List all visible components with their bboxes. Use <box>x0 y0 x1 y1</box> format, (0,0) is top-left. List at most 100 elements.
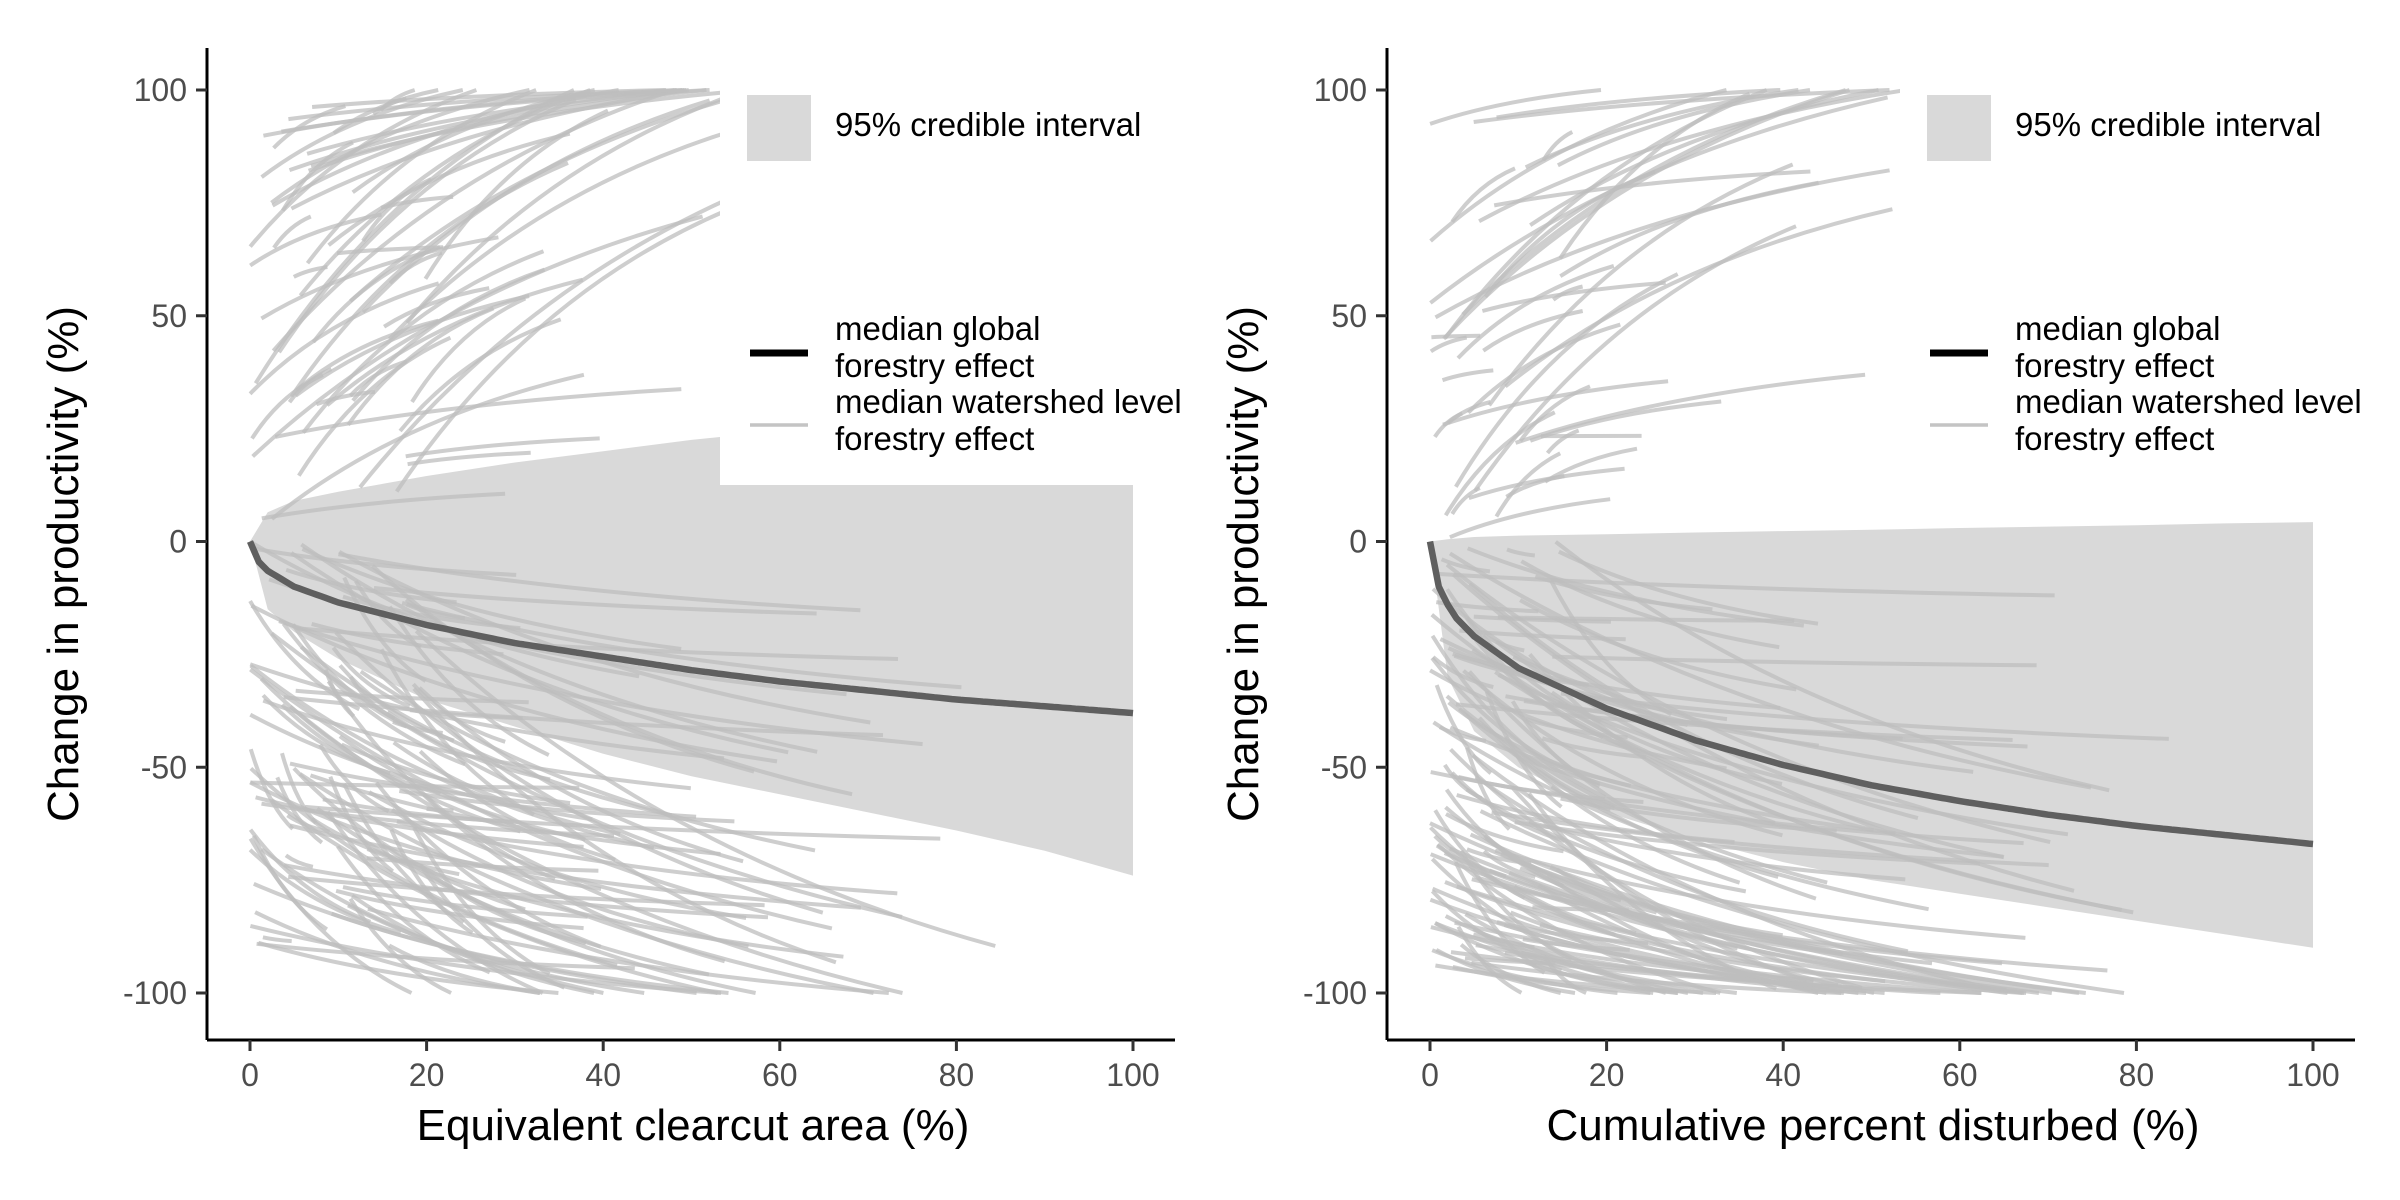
legend-label: median watershed level <box>835 383 1182 420</box>
watershed-effect-line <box>1435 963 1717 995</box>
watershed-effect-line <box>1473 614 1611 624</box>
watershed-effect-line <box>328 775 395 873</box>
watershed-effect-line <box>1522 937 1630 952</box>
watershed-effect-line <box>1474 775 1909 954</box>
watershed-effect-line <box>1483 834 1622 903</box>
watershed-effect-line <box>1529 88 1879 227</box>
watershed-effect-line <box>407 450 531 467</box>
watershed-effect-line <box>1434 168 1890 320</box>
watershed-effect-line <box>410 296 527 403</box>
watershed-effect-line <box>1431 948 1618 995</box>
watershed-effect-line <box>249 712 593 822</box>
watershed-effect-line <box>1477 716 1741 885</box>
watershed-effect-line <box>1559 180 1819 278</box>
x-tick-label: 0 <box>241 1057 259 1093</box>
watershed-effect-line <box>263 88 677 138</box>
watershed-effect-line <box>250 603 778 764</box>
watershed-effect-line <box>262 698 692 791</box>
legend-label: median watershed level <box>2015 383 2362 420</box>
x-tick-label: 0 <box>1421 1057 1439 1093</box>
watershed-effect-line <box>256 941 635 971</box>
watershed-effect-line <box>301 547 682 651</box>
watershed-effect-line <box>274 387 682 439</box>
watershed-effect-line <box>351 267 546 402</box>
watershed-effect-line <box>1473 88 1890 124</box>
watershed-effect-line <box>1442 379 1669 427</box>
watershed-effect-line <box>1550 690 1783 786</box>
x-tick-label: 20 <box>1589 1057 1625 1093</box>
watershed-effect-line <box>294 294 530 398</box>
watershed-effect-line <box>1429 335 1468 354</box>
legend: 95% credible interval median global fores… <box>720 70 1200 485</box>
watershed-effect-line <box>1438 725 1487 743</box>
watershed-effect-line <box>1464 912 1689 995</box>
watershed-effect-line <box>249 664 655 851</box>
watershed-effect-line <box>1431 333 1481 340</box>
watershed-effect-line <box>1505 474 1565 499</box>
watershed-effect-line <box>1435 571 2055 598</box>
watershed-effect-line <box>260 235 499 321</box>
watershed-effect-line <box>414 629 996 948</box>
watershed-effect-line <box>405 436 600 459</box>
credible-interval-ribbon <box>250 403 1133 876</box>
y-tick-label: 0 <box>1349 524 1367 560</box>
legend-label: forestry effect <box>2015 420 2214 457</box>
watershed-effect-line <box>423 108 609 280</box>
legend-key-ribbon <box>747 95 811 161</box>
watershed-effect-line <box>331 646 411 709</box>
y-tick-label: 0 <box>169 524 187 560</box>
watershed-effect-line <box>249 212 382 268</box>
watershed-effect-line <box>1518 384 1591 443</box>
watershed-effect-line <box>292 766 526 912</box>
watershed-effect-line <box>1443 763 1483 801</box>
watershed-effect-line <box>1451 573 2075 893</box>
watershed-effect-line <box>401 600 962 690</box>
y-tick-label: -50 <box>141 749 187 785</box>
watershed-effect-line <box>421 868 566 990</box>
watershed-effect-line <box>1487 162 1794 407</box>
watershed-effect-line <box>418 686 744 864</box>
watershed-effect-line <box>278 619 923 747</box>
watershed-effect-line <box>255 546 517 577</box>
watershed-effect-line <box>1494 451 1562 518</box>
y-tick-label: -50 <box>1321 749 1367 785</box>
watershed-effect-line <box>1440 557 1491 574</box>
watershed-effect-line <box>1455 702 2013 742</box>
watershed-effect-line <box>1432 720 1929 912</box>
legend: 95% credible interval median global fores… <box>1900 70 2380 485</box>
watershed-effect-line <box>1514 372 1866 445</box>
watershed-effect-line <box>1552 654 2037 668</box>
watershed-effect-line <box>248 748 295 831</box>
watershed-effect-line <box>1556 88 1811 168</box>
watershed-effect-line <box>1479 809 2125 995</box>
watershed-effect-line <box>1482 309 1584 353</box>
watershed-effect-line <box>1430 634 1607 800</box>
y-tick-label: 100 <box>1314 72 1367 108</box>
watershed-effect-line <box>306 88 687 156</box>
watershed-effect-line <box>249 780 602 891</box>
watershed-effect-line <box>1448 551 2092 790</box>
watershed-effect-line <box>1433 411 1464 439</box>
watershed-effect-line <box>380 194 454 210</box>
watershed-effect-line <box>418 749 616 862</box>
watershed-effect-line <box>418 863 587 946</box>
watershed-effect-line <box>1549 579 1673 717</box>
x-tick-label: 100 <box>1106 1057 1159 1093</box>
y-axis-title: Change in productivity (%) <box>39 306 88 822</box>
watershed-effect-line <box>1467 670 1817 901</box>
watershed-effect-line <box>270 798 719 995</box>
chart-panel-left: 0 20 40 60 80 100 100 50 0 -50 -100 Equivalent clea… <box>39 48 1200 1150</box>
watershed-effect-line <box>361 177 432 243</box>
watershed-effect-line <box>366 847 844 959</box>
watershed-effect-line <box>311 88 666 109</box>
watershed-effect-line <box>299 645 673 818</box>
watershed-effect-line <box>300 542 818 754</box>
x-tick-label: 40 <box>1765 1057 1801 1093</box>
watershed-effect-line <box>1456 263 1615 360</box>
x-tick-label: 100 <box>2286 1057 2339 1093</box>
watershed-effect-line <box>270 372 585 521</box>
watershed-effect-line <box>342 783 465 924</box>
watershed-effect-line <box>1504 207 1893 388</box>
watershed-effect-line <box>1528 820 1906 882</box>
